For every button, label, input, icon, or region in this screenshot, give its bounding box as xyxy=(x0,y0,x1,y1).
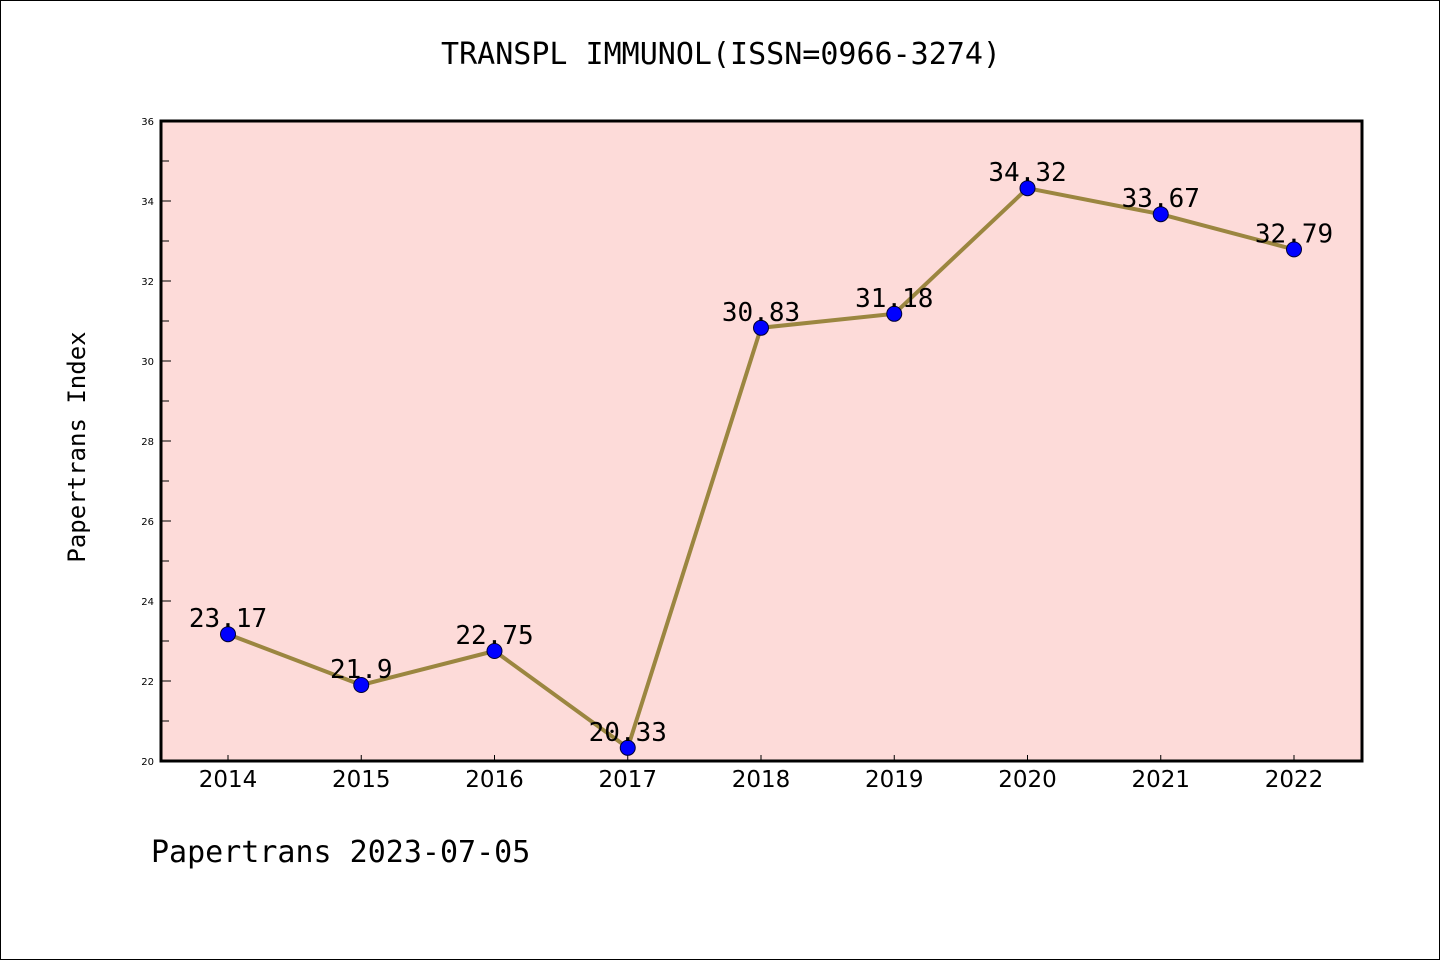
x-tick-label: 2016 xyxy=(465,767,524,793)
y-tick-label: 20 xyxy=(141,757,154,768)
y-tick-label: 32 xyxy=(141,277,154,288)
y-tick-label: 22 xyxy=(141,677,154,688)
data-label: 23.17 xyxy=(189,604,267,634)
data-label: 33.67 xyxy=(1122,184,1200,214)
data-label: 32.79 xyxy=(1255,219,1333,249)
x-tick-label: 2017 xyxy=(598,767,657,793)
x-tick-label: 2019 xyxy=(865,767,924,793)
x-tick-label: 2014 xyxy=(199,767,258,793)
data-point xyxy=(753,319,769,336)
data-point xyxy=(1152,206,1169,223)
y-tick-label: 30 xyxy=(141,357,154,368)
y-tick-label: 24 xyxy=(141,597,154,608)
plot-area xyxy=(161,121,1362,761)
x-tick-label: 2015 xyxy=(332,767,391,793)
y-tick-label: 36 xyxy=(141,117,154,128)
data-label: 31.18 xyxy=(855,284,933,314)
data-point xyxy=(886,305,903,322)
x-tick-label: 2022 xyxy=(1265,767,1324,793)
data-point xyxy=(486,643,503,659)
y-tick-label: 34 xyxy=(141,197,154,208)
data-label: 21.9 xyxy=(330,655,393,685)
data-label: 30.83 xyxy=(722,298,800,328)
data-label: 20.33 xyxy=(589,718,667,748)
x-tick-label: 2020 xyxy=(998,767,1057,793)
data-label: 22.75 xyxy=(455,621,533,651)
data-point xyxy=(1286,241,1302,258)
x-tick-label: 2018 xyxy=(732,767,791,793)
chart-title: TRANSPL IMMUNOL(ISSN=0966-3274) xyxy=(441,37,1001,72)
footer-text: Papertrans 2023-07-05 xyxy=(151,835,531,870)
data-point xyxy=(1019,180,1036,197)
y-tick-label: 26 xyxy=(141,517,154,528)
data-point xyxy=(353,677,370,693)
data-point xyxy=(220,626,236,643)
data-label: 34.32 xyxy=(988,158,1066,188)
data-point xyxy=(619,739,636,756)
x-tick-label: 2021 xyxy=(1131,767,1190,793)
y-tick-label: 28 xyxy=(141,437,154,448)
plot-border xyxy=(159,119,1364,763)
